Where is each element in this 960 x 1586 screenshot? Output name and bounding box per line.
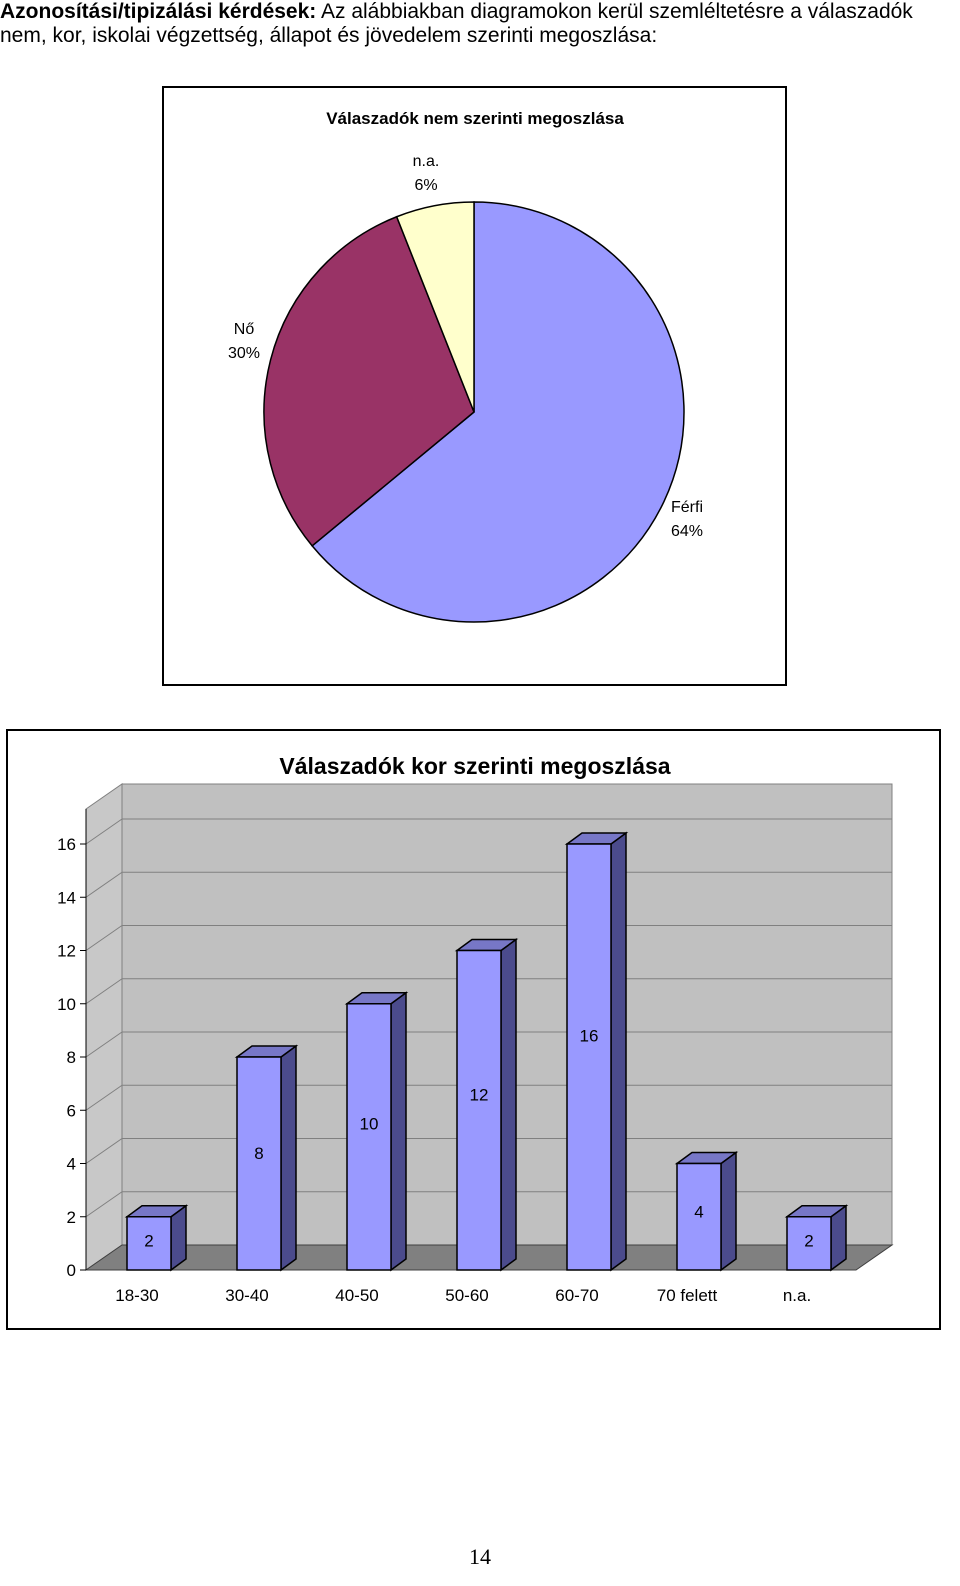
x-tick-label: 50-60 bbox=[445, 1286, 488, 1305]
pie-slice-percent: 6% bbox=[414, 177, 437, 194]
bar-value-label: 2 bbox=[804, 1232, 813, 1251]
bar-side bbox=[500, 938, 517, 1272]
bar-side bbox=[720, 1151, 737, 1272]
y-tick-label: 2 bbox=[67, 1208, 76, 1227]
age-bar-svg: Válaszadók kor szerinti megoszlása 0 2 4 6 8 1… bbox=[57, 753, 894, 1305]
x-tick-label: 18-30 bbox=[115, 1286, 158, 1305]
bar-value-label: 2 bbox=[144, 1232, 153, 1251]
pie-slice-label: Férfi bbox=[671, 499, 703, 516]
bar bbox=[346, 1003, 392, 1271]
pie-slice-percent: 64% bbox=[671, 523, 703, 540]
intro-text: Az alábbiakban diagramokon kerül szemlél… bbox=[0, 0, 913, 47]
side-gridline bbox=[85, 1031, 123, 1058]
bar bbox=[456, 949, 502, 1271]
bar bbox=[126, 1216, 172, 1271]
side-gridline bbox=[85, 871, 123, 898]
bar-value-label: 4 bbox=[694, 1202, 703, 1221]
pie-slice-percent: 30% bbox=[228, 345, 260, 362]
side-gridline bbox=[85, 1191, 123, 1218]
bar-value-label: 12 bbox=[470, 1085, 489, 1104]
y-tick-label: 16 bbox=[57, 835, 76, 854]
pie-slice-label: n.a. bbox=[413, 153, 440, 170]
bar-side bbox=[610, 831, 627, 1272]
y-tick-label: 14 bbox=[57, 888, 76, 907]
side-gridline bbox=[85, 978, 123, 1005]
side-gridline bbox=[85, 1138, 123, 1164]
pie-slice bbox=[311, 201, 685, 623]
side-gridline bbox=[85, 1084, 123, 1111]
intro-paragraph: Azonosítási/tipizálási kérdések: Az aláb… bbox=[0, 0, 958, 48]
pie-slice-label: Nő bbox=[234, 321, 255, 338]
intro-bold-label: Azonosítási/tipizálási kérdések: bbox=[0, 0, 317, 23]
y-tick-label: 12 bbox=[57, 942, 76, 961]
y-tick-label: 6 bbox=[67, 1101, 76, 1120]
bar-value-label: 16 bbox=[580, 1027, 599, 1046]
x-tick-label: 60-70 bbox=[555, 1286, 598, 1305]
pie-slice bbox=[395, 201, 475, 413]
y-tick-label: 10 bbox=[57, 995, 76, 1014]
side-wall bbox=[85, 783, 123, 1271]
bar-value-label: 8 bbox=[254, 1144, 263, 1163]
side-gridline bbox=[85, 818, 123, 845]
pie-title: Válaszadók nem szerinti megoszlása bbox=[326, 109, 624, 128]
page-number: 14 bbox=[469, 1544, 491, 1569]
bar bbox=[676, 1162, 722, 1271]
x-tick-label: n.a. bbox=[783, 1286, 811, 1305]
bar-side bbox=[390, 991, 407, 1272]
x-tick-label: 30-40 bbox=[225, 1286, 268, 1305]
y-tick-label: 4 bbox=[67, 1155, 76, 1174]
x-tick-label: 40-50 bbox=[335, 1286, 378, 1305]
x-tick-label: 70 felett bbox=[657, 1286, 718, 1305]
bar-side bbox=[280, 1044, 297, 1272]
y-tick-label: 0 bbox=[67, 1261, 76, 1280]
bar-value-label: 10 bbox=[360, 1115, 379, 1134]
gender-pie-svg: Válaszadók nem szerinti megoszlása Férfi 6… bbox=[228, 109, 703, 623]
bar bbox=[786, 1216, 832, 1271]
bar-title: Válaszadók kor szerinti megoszlása bbox=[279, 753, 670, 779]
bar bbox=[236, 1056, 282, 1271]
y-tick-label: 8 bbox=[67, 1048, 76, 1067]
side-gridline bbox=[85, 925, 123, 951]
gender-pie-chart: Válaszadók nem szerinti megoszlása Férfi 6… bbox=[162, 86, 787, 686]
pie-slice bbox=[263, 215, 475, 547]
bar bbox=[566, 843, 612, 1271]
age-bar-chart: Válaszadók kor szerinti megoszlása 0 2 4 6 8 1… bbox=[6, 729, 941, 1330]
